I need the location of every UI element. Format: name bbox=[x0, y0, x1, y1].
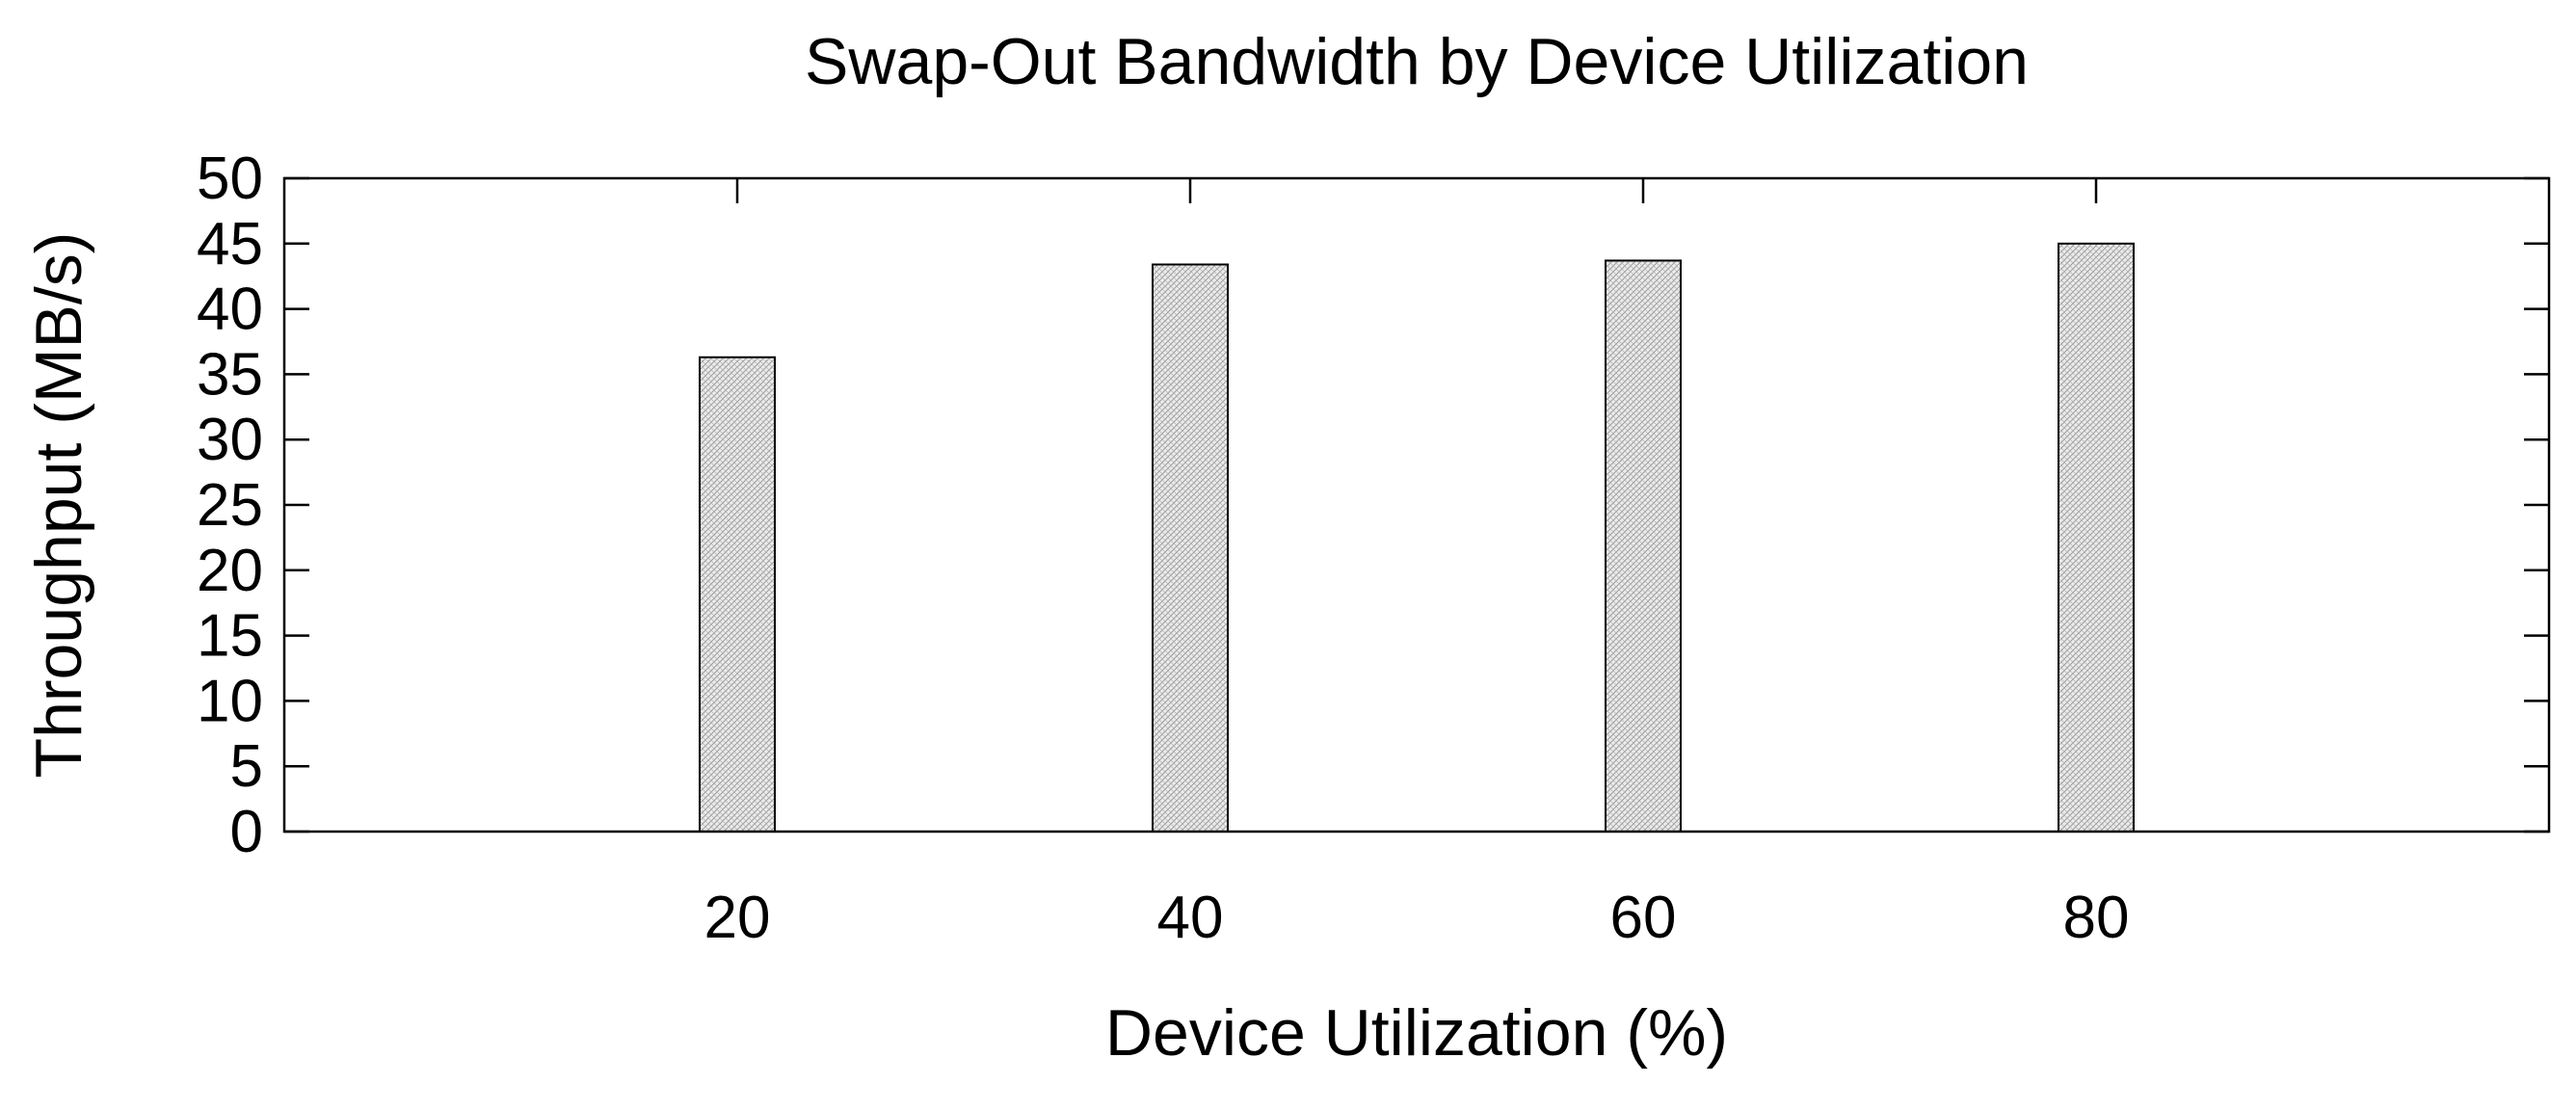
y-tick-label-30: 30 bbox=[197, 407, 263, 473]
bar-20 bbox=[699, 356, 776, 833]
y-tick-label-20: 20 bbox=[197, 538, 263, 604]
y-tick-label-40: 40 bbox=[197, 277, 263, 343]
y-tick-label-5: 5 bbox=[230, 733, 263, 800]
y-tick-label-35: 35 bbox=[197, 341, 263, 408]
x-tick-label-40: 40 bbox=[1157, 885, 1224, 951]
y-tick-label-25: 25 bbox=[197, 472, 263, 539]
bar-80 bbox=[2058, 242, 2135, 833]
y-tick-label-45: 45 bbox=[197, 211, 263, 278]
bars-group bbox=[699, 242, 2135, 833]
plot-frame bbox=[282, 176, 2551, 833]
x-axis-ticks: 20 40 60 80 bbox=[704, 178, 2130, 951]
bar-60 bbox=[1605, 259, 1682, 833]
chart-title: Swap-Out Bandwidth by Device Utilization bbox=[805, 25, 2029, 98]
y-tick-label-15: 15 bbox=[197, 603, 263, 670]
x-tick-label-60: 60 bbox=[1610, 885, 1677, 951]
bar-40 bbox=[1152, 263, 1229, 833]
y-tick-label-0: 0 bbox=[230, 799, 263, 865]
y-tick-label-50: 50 bbox=[197, 145, 263, 212]
x-axis-label: Device Utilization (%) bbox=[1105, 996, 1728, 1070]
y-axis-label: Throughput (MB/s) bbox=[22, 232, 95, 779]
y-tick-label-10: 10 bbox=[197, 668, 263, 734]
x-tick-label-20: 20 bbox=[704, 885, 771, 951]
x-tick-label-80: 80 bbox=[2063, 885, 2130, 951]
